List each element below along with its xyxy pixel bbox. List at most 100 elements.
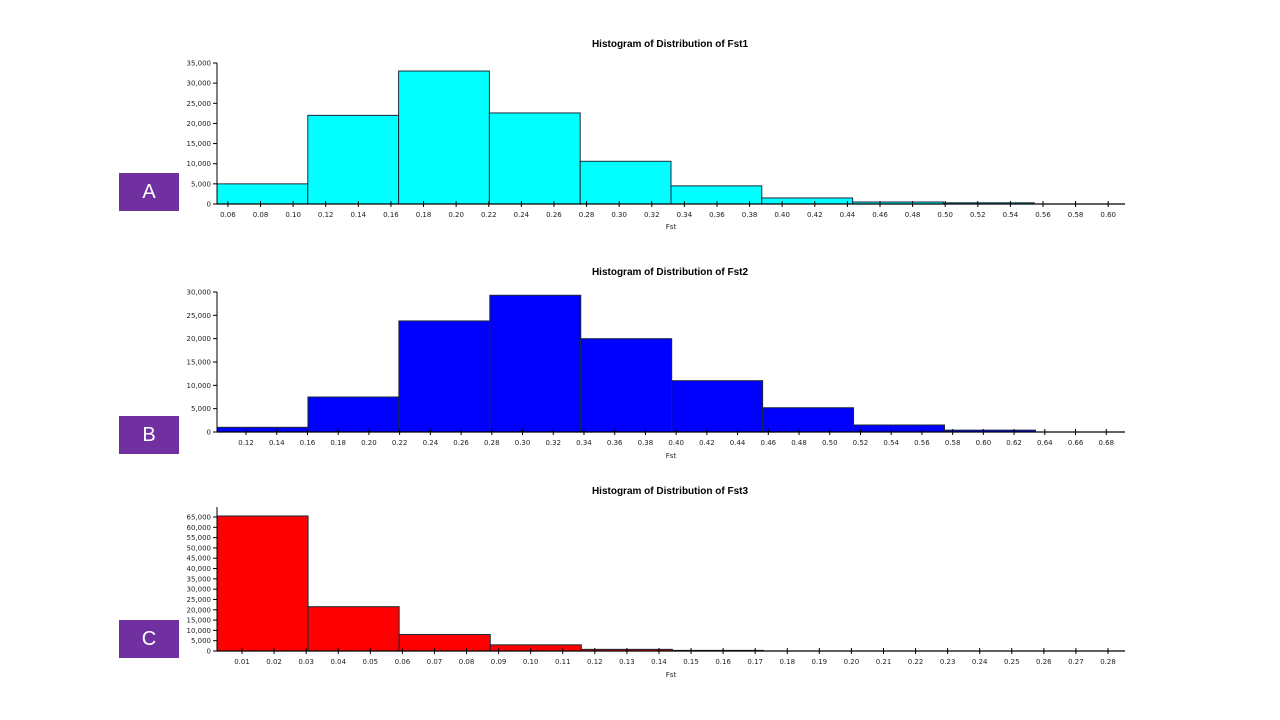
y-tick-label: 20,000 [187, 606, 212, 614]
x-tick-label: 0.10 [523, 658, 539, 666]
x-tick-label: 0.58 [945, 439, 961, 447]
x-tick-label: 0.18 [330, 439, 346, 447]
x-tick-label: 0.28 [1100, 658, 1116, 666]
y-tick-label: 30,000 [187, 80, 212, 88]
y-tick-label: 0 [207, 429, 211, 437]
histogram-bar [398, 634, 491, 652]
x-tick-label: 0.44 [730, 439, 746, 447]
x-tick-label: 0.52 [853, 439, 869, 447]
x-tick-label: 0.01 [234, 658, 250, 666]
chart-title: Histogram of Distribution of Fst1 [592, 39, 749, 50]
x-tick-label: 0.04 [330, 658, 346, 666]
x-tick-label: 0.30 [515, 439, 531, 447]
panel-label-b: B [119, 416, 179, 454]
x-tick-label: 0.05 [363, 658, 379, 666]
histogram-3: Histogram of Distribution of Fst3 0 5,000 1… [187, 486, 1125, 679]
x-tick-label: 0.08 [459, 658, 475, 666]
x-tick-label: 0.50 [937, 211, 953, 219]
x-tick-label: 0.58 [1068, 211, 1084, 219]
histogram-bar [216, 426, 309, 433]
y-tick-label: 5,000 [191, 405, 211, 413]
x-tick-label: 0.28 [484, 439, 500, 447]
x-tick-label: 0.32 [644, 211, 660, 219]
histogram-bar [579, 160, 672, 205]
histogram-bar [398, 70, 490, 205]
x-tick-label: 0.38 [638, 439, 654, 447]
x-tick-label: 0.22 [908, 658, 924, 666]
histogram-2: Histogram of Distribution of Fst2 0 5,000 1… [187, 267, 1125, 460]
y-tick-label: 35,000 [187, 60, 212, 68]
y-tick-label: 20,000 [187, 335, 212, 343]
x-tick-label: 0.10 [285, 211, 301, 219]
chart-title: Histogram of Distribution of Fst3 [592, 486, 749, 497]
x-tick-label: 0.16 [715, 658, 731, 666]
x-tick-label: 0.48 [905, 211, 921, 219]
histogram-1: Histogram of Distribution of Fst1 0 5,000 1… [187, 39, 1125, 231]
x-tick-label: 0.20 [361, 439, 377, 447]
x-tick-label: 0.20 [844, 658, 860, 666]
x-axis-label: Fst [666, 223, 677, 231]
y-tick-label: 0 [207, 648, 211, 656]
x-tick-label: 0.68 [1098, 439, 1114, 447]
histogram-bar [216, 183, 309, 205]
x-tick-label: 0.34 [677, 211, 693, 219]
x-tick-label: 0.54 [1003, 211, 1019, 219]
x-tick-label: 0.27 [1068, 658, 1084, 666]
x-tick-label: 0.44 [840, 211, 856, 219]
histogram-bar [853, 424, 946, 433]
y-tick-label: 15,000 [187, 359, 212, 367]
y-tick-label: 5,000 [191, 180, 211, 188]
x-tick-label: 0.16 [300, 439, 316, 447]
x-tick-label: 0.11 [555, 658, 571, 666]
y-tick-label: 50,000 [187, 544, 212, 552]
x-tick-label: 0.60 [1100, 211, 1116, 219]
x-tick-label: 0.26 [1036, 658, 1052, 666]
x-tick-label: 0.07 [427, 658, 443, 666]
x-tick-label: 0.38 [742, 211, 758, 219]
panel-label-c: C [119, 620, 179, 658]
x-tick-label: 0.15 [683, 658, 699, 666]
histogram-bar [489, 644, 582, 652]
x-tick-label: 0.46 [761, 439, 777, 447]
x-tick-label: 0.30 [611, 211, 627, 219]
y-tick-label: 30,000 [187, 586, 212, 594]
y-tick-label: 25,000 [187, 596, 212, 604]
x-tick-label: 0.56 [914, 439, 930, 447]
y-tick-label: 10,000 [187, 160, 212, 168]
histogram-bar [307, 606, 400, 652]
x-tick-label: 0.56 [1035, 211, 1051, 219]
x-tick-label: 0.19 [812, 658, 828, 666]
x-tick-label: 0.14 [269, 439, 285, 447]
x-tick-label: 0.36 [709, 211, 725, 219]
x-tick-label: 0.21 [876, 658, 892, 666]
y-tick-label: 55,000 [187, 534, 212, 542]
x-tick-label: 0.32 [545, 439, 561, 447]
panel-label-a: A [119, 173, 179, 211]
x-tick-label: 0.22 [481, 211, 497, 219]
histogram-bar [488, 112, 581, 205]
x-tick-label: 0.25 [1004, 658, 1020, 666]
x-tick-label: 0.18 [779, 658, 795, 666]
y-tick-label: 5,000 [191, 637, 211, 645]
x-tick-label: 0.66 [1068, 439, 1084, 447]
y-tick-label: 65,000 [187, 514, 212, 522]
x-tick-label: 0.12 [587, 658, 603, 666]
x-tick-label: 0.26 [546, 211, 562, 219]
histogram-bar [307, 396, 400, 433]
x-tick-label: 0.54 [883, 439, 899, 447]
x-tick-label: 0.48 [791, 439, 807, 447]
histogram-bar [671, 380, 764, 433]
x-tick-label: 0.17 [747, 658, 763, 666]
histogram-bar [216, 515, 309, 652]
y-tick-label: 60,000 [187, 524, 212, 532]
x-tick-label: 0.06 [395, 658, 411, 666]
y-tick-label: 15,000 [187, 617, 212, 625]
x-tick-label: 0.60 [976, 439, 992, 447]
x-axis-label: Fst [666, 671, 677, 679]
y-tick-label: 30,000 [187, 289, 212, 297]
x-tick-label: 0.14 [651, 658, 667, 666]
y-tick-label: 35,000 [187, 575, 212, 583]
x-tick-label: 0.46 [872, 211, 888, 219]
x-tick-label: 0.50 [822, 439, 838, 447]
x-tick-label: 0.24 [972, 658, 988, 666]
